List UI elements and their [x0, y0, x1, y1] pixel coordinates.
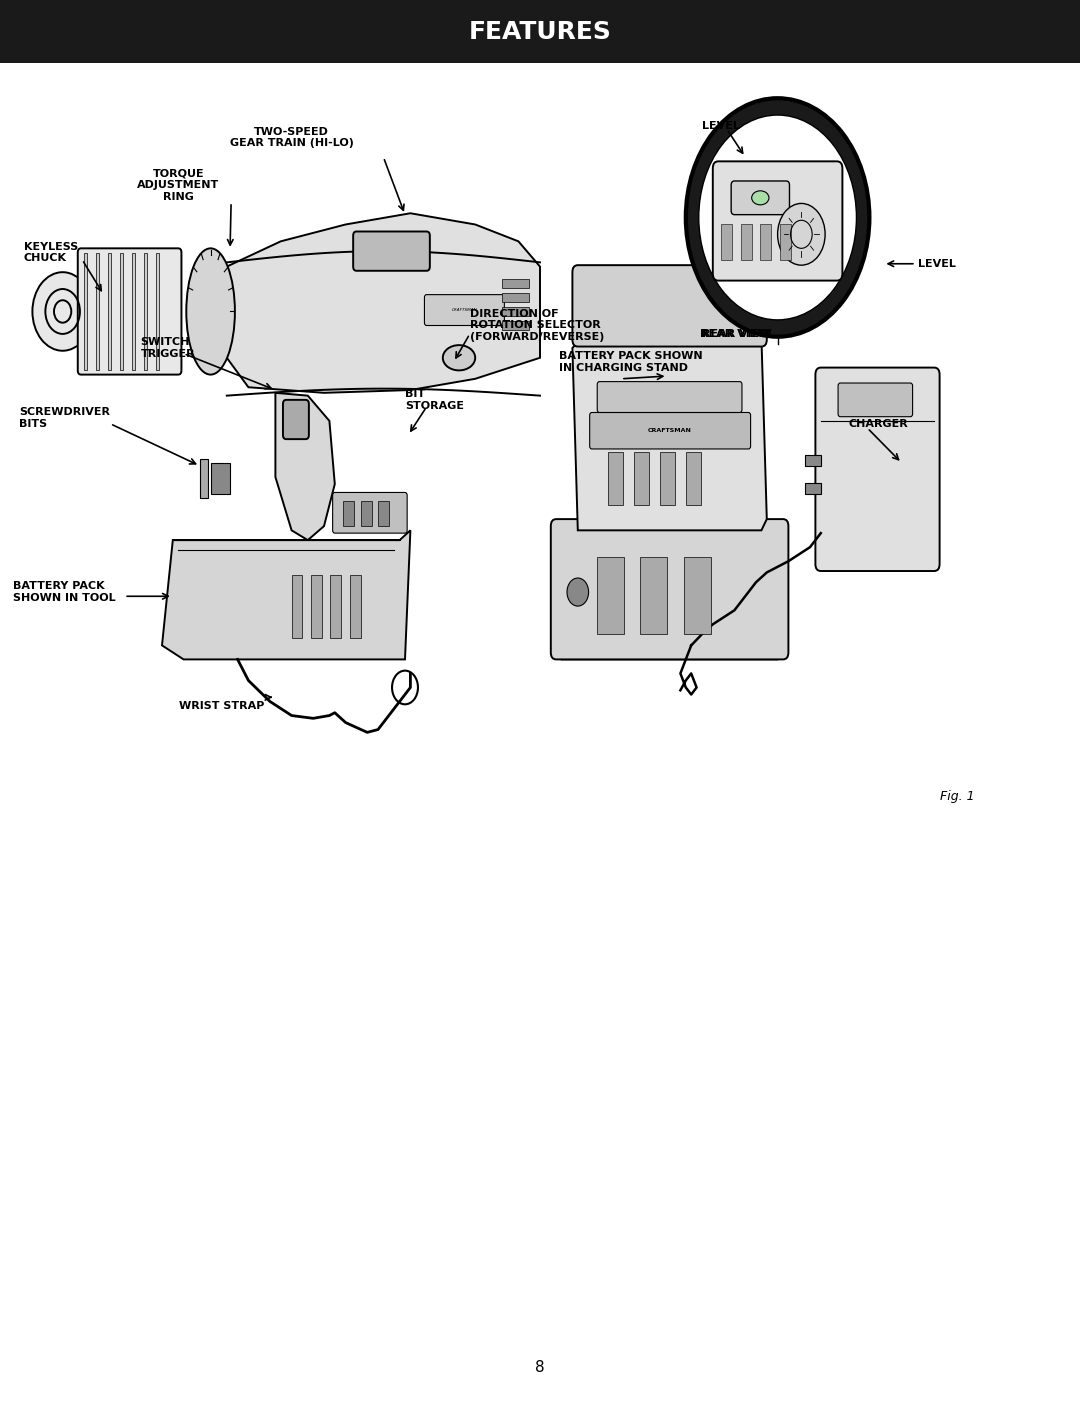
- FancyBboxPatch shape: [0, 0, 1080, 63]
- FancyBboxPatch shape: [838, 383, 913, 417]
- FancyBboxPatch shape: [333, 492, 407, 533]
- Text: BIT
STORAGE: BIT STORAGE: [405, 389, 464, 411]
- Text: CRAFTSMAN: CRAFTSMAN: [648, 428, 691, 434]
- Bar: [144, 253, 147, 370]
- Text: CHARGER: CHARGER: [849, 418, 908, 429]
- FancyBboxPatch shape: [551, 519, 788, 659]
- Bar: [311, 575, 322, 638]
- Bar: [350, 575, 361, 638]
- Bar: [120, 253, 123, 370]
- Bar: [108, 253, 111, 370]
- Text: LEVEL: LEVEL: [702, 121, 740, 132]
- Polygon shape: [572, 337, 767, 530]
- Text: BATTERY PACK SHOWN
IN CHARGING STAND: BATTERY PACK SHOWN IN CHARGING STAND: [559, 351, 703, 373]
- Ellipse shape: [186, 248, 235, 375]
- Polygon shape: [162, 530, 410, 659]
- FancyBboxPatch shape: [590, 412, 751, 449]
- Text: LEVEL: LEVEL: [918, 258, 956, 269]
- Bar: [96, 253, 99, 370]
- Bar: [805, 483, 821, 494]
- FancyBboxPatch shape: [283, 400, 309, 439]
- Text: BATTERY PACK
SHOWN IN TOOL: BATTERY PACK SHOWN IN TOOL: [13, 581, 116, 603]
- FancyBboxPatch shape: [78, 248, 181, 375]
- Text: TWO-SPEED
GEAR TRAIN (HI-LO): TWO-SPEED GEAR TRAIN (HI-LO): [230, 126, 353, 149]
- Bar: [502, 321, 529, 330]
- Text: FEATURES: FEATURES: [469, 20, 611, 43]
- Bar: [780, 224, 791, 260]
- Bar: [640, 557, 667, 634]
- Bar: [211, 463, 230, 494]
- Bar: [684, 557, 711, 634]
- Ellipse shape: [443, 345, 475, 370]
- Text: KEYLESS
CHUCK: KEYLESS CHUCK: [24, 241, 78, 264]
- Text: SWITCH
TRIGGER: SWITCH TRIGGER: [140, 337, 195, 359]
- Circle shape: [699, 115, 856, 320]
- Bar: [760, 224, 771, 260]
- Bar: [330, 575, 341, 638]
- FancyBboxPatch shape: [572, 265, 767, 347]
- Text: DIRECTION OF
ROTATION SELECTOR
(FORWARD/REVERSE): DIRECTION OF ROTATION SELECTOR (FORWARD/…: [470, 309, 604, 342]
- FancyBboxPatch shape: [815, 368, 940, 571]
- Bar: [502, 279, 529, 288]
- Text: REAR VIEW: REAR VIEW: [700, 328, 769, 340]
- Text: REAR VIEW: REAR VIEW: [702, 328, 771, 340]
- Bar: [343, 501, 354, 526]
- Bar: [686, 452, 701, 505]
- Polygon shape: [275, 393, 335, 540]
- Bar: [660, 452, 675, 505]
- Text: Fig. 1: Fig. 1: [940, 790, 974, 804]
- Bar: [200, 459, 208, 498]
- Bar: [132, 253, 135, 370]
- Text: WRIST STRAP: WRIST STRAP: [178, 700, 265, 711]
- Bar: [502, 307, 529, 316]
- Circle shape: [32, 272, 93, 351]
- Circle shape: [778, 203, 825, 265]
- Bar: [292, 575, 302, 638]
- FancyBboxPatch shape: [597, 382, 742, 412]
- FancyBboxPatch shape: [424, 295, 504, 325]
- Ellipse shape: [752, 191, 769, 205]
- Polygon shape: [556, 645, 783, 659]
- Bar: [502, 293, 529, 302]
- FancyBboxPatch shape: [731, 181, 789, 215]
- Bar: [84, 253, 87, 370]
- Circle shape: [567, 578, 589, 606]
- Bar: [156, 253, 159, 370]
- Polygon shape: [227, 213, 540, 393]
- Bar: [361, 501, 372, 526]
- Text: SCREWDRIVER
BITS: SCREWDRIVER BITS: [19, 407, 110, 429]
- FancyBboxPatch shape: [713, 161, 842, 281]
- Bar: [378, 501, 389, 526]
- Bar: [741, 224, 752, 260]
- Text: CRAFTSMAN: CRAFTSMAN: [451, 309, 477, 311]
- Bar: [608, 452, 623, 505]
- Bar: [721, 224, 732, 260]
- FancyBboxPatch shape: [353, 231, 430, 271]
- Text: TORQUE
ADJUSTMENT
RING: TORQUE ADJUSTMENT RING: [137, 168, 219, 202]
- Text: 8: 8: [536, 1361, 544, 1375]
- Bar: [634, 452, 649, 505]
- Bar: [597, 557, 624, 634]
- Circle shape: [686, 98, 869, 337]
- Bar: [805, 455, 821, 466]
